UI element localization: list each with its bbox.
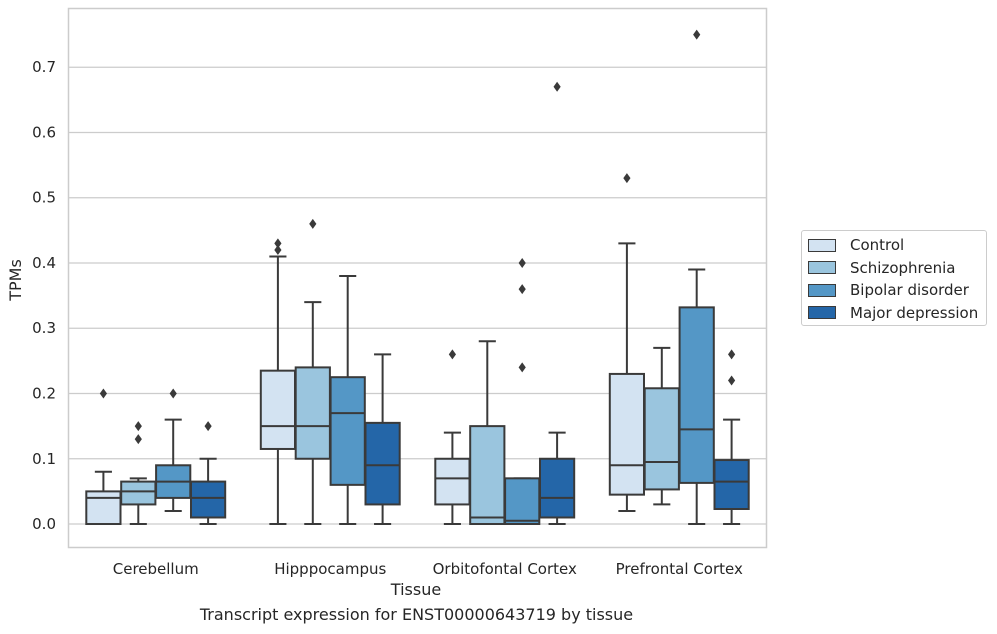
chart-caption: Transcript expression for ENST0000064371…: [199, 605, 634, 624]
outlier-marker: [623, 173, 631, 184]
outlier-marker: [134, 434, 142, 445]
outlier-marker: [204, 421, 212, 432]
box-schizophrenia: [120, 421, 157, 526]
box-control: [434, 349, 471, 526]
box-control: [85, 388, 122, 526]
box-body: [713, 459, 750, 511]
box-major-depression: [364, 353, 401, 526]
y-tick-label: 0.7: [32, 58, 56, 76]
legend-label: Control: [850, 236, 905, 254]
y-tick-label: 0.0: [32, 515, 56, 533]
x-axis-label: Tissue: [390, 580, 441, 599]
x-tick-label: Cerebellum: [113, 560, 199, 578]
x-tick-labels: Cerebellum Hipppocampus Orbitofontal Corte…: [113, 560, 743, 578]
box-control: [608, 173, 646, 512]
box-major-depression: [538, 81, 576, 526]
box-bipolar-disorder: [329, 275, 366, 526]
box-body: [189, 480, 227, 519]
plot-frame: [67, 7, 768, 549]
y-tick-label: 0.3: [32, 319, 56, 337]
outlier-marker: [728, 349, 736, 360]
legend-label: Bipolar disorder: [850, 281, 969, 299]
box-major-depression: [713, 349, 750, 526]
outlier-marker: [309, 218, 317, 229]
box-body: [504, 477, 541, 526]
legend-swatch: [808, 283, 836, 297]
outlier-marker: [728, 375, 736, 386]
box-body: [608, 372, 646, 496]
x-tick-label: Orbitofontal Cortex: [433, 560, 577, 578]
legend-item: Bipolar disorder: [808, 280, 969, 300]
box-bipolar-disorder: [504, 257, 541, 526]
box-body: [329, 376, 366, 486]
legend-swatch: [808, 306, 836, 319]
y-tick-label: 0.1: [32, 450, 56, 468]
outlier-marker: [274, 244, 282, 255]
box-schizophrenia: [294, 218, 331, 526]
box-body: [678, 306, 715, 484]
gridlines: [68, 66, 767, 525]
x-tick-label: Prefrontal Cortex: [616, 560, 743, 578]
y-tick-label: 0.5: [32, 189, 56, 207]
box-body: [469, 425, 506, 526]
box-body: [85, 490, 122, 526]
legend-item: Major depression: [808, 303, 978, 323]
box-body: [538, 457, 576, 519]
y-tick-label: 0.4: [32, 254, 56, 272]
outlier-marker: [99, 388, 107, 399]
legend-swatch: [808, 238, 836, 252]
box-body: [364, 421, 401, 506]
outlier-marker: [448, 349, 456, 360]
box-body: [120, 480, 157, 506]
box-major-depression: [189, 421, 227, 526]
legend-swatch: [808, 261, 836, 274]
box-groups: [85, 29, 750, 526]
legend-item: Schizophrenia: [808, 258, 955, 278]
box-schizophrenia: [469, 340, 506, 526]
box-schizophrenia: [643, 346, 680, 506]
x-tick-label: Hipppocampus: [274, 560, 386, 578]
box-bipolar-disorder: [678, 29, 715, 526]
y-axis-label: TPMs: [6, 259, 25, 302]
legend-item: Control: [808, 235, 904, 255]
box-body: [643, 387, 680, 491]
outlier-marker: [518, 284, 526, 295]
outlier-marker: [169, 388, 177, 399]
box-control: [259, 238, 297, 526]
outlier-marker: [518, 257, 526, 268]
legend-label: Schizophrenia: [850, 258, 956, 277]
box-body: [294, 366, 331, 460]
box-body: [259, 369, 297, 450]
outlier-marker: [518, 362, 526, 373]
outlier-marker: [693, 29, 701, 40]
box-bipolar-disorder: [155, 388, 192, 512]
y-tick-labels: 0.0 0.1 0.2 0.3 0.4 0.5 0.6 0.7: [32, 58, 56, 533]
outlier-marker: [553, 81, 561, 92]
y-tick-label: 0.6: [32, 123, 56, 141]
legend: Control Schizophrenia Bipolar disorder Majo…: [801, 230, 987, 326]
box-body: [434, 457, 471, 506]
legend-label: Major depression: [850, 303, 979, 322]
outlier-marker: [274, 238, 282, 249]
outlier-marker: [134, 421, 142, 432]
y-tick-label: 0.2: [32, 385, 56, 403]
